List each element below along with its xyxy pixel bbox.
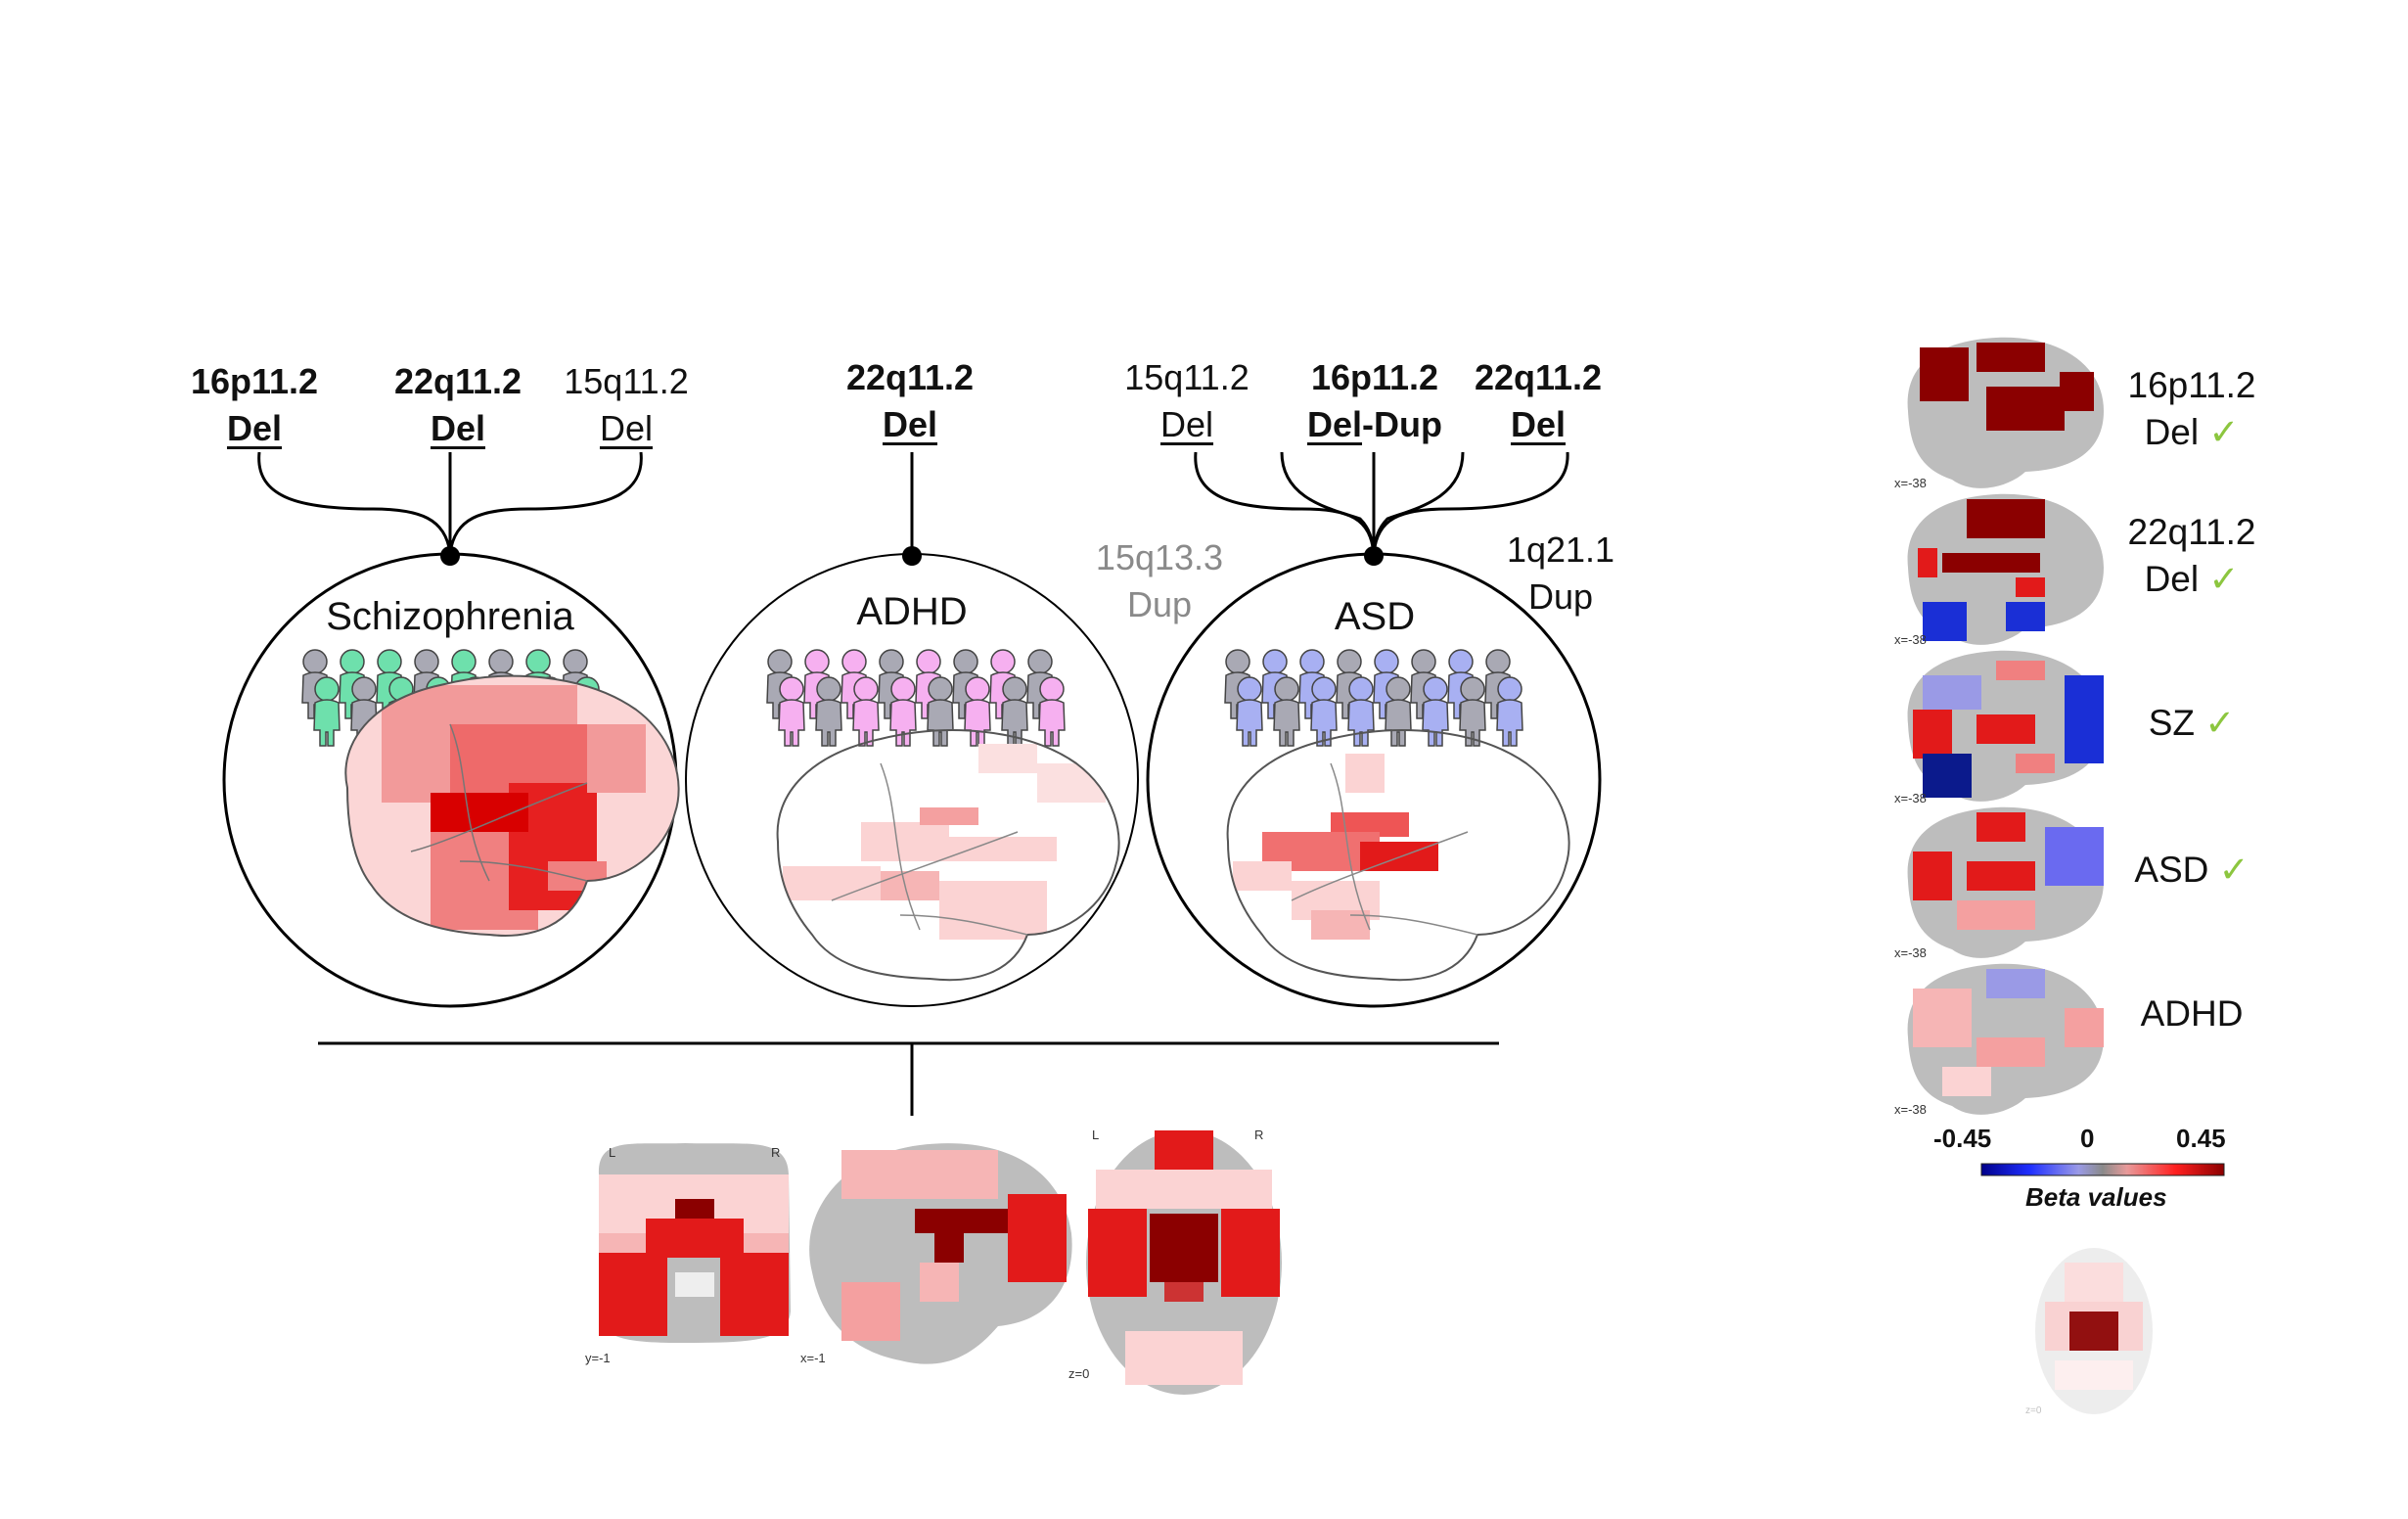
side-row-5-line1: ADHD xyxy=(2140,993,2244,1034)
side-row-4-line1: ASD xyxy=(2134,850,2209,890)
colorbar-max: 0.45 xyxy=(2176,1124,2226,1153)
glass-brain-asd xyxy=(1226,729,1570,982)
asd-outside-grey-name: 15q13.3 xyxy=(1095,537,1224,577)
person-figure xyxy=(1459,676,1486,747)
side-row-1-label: 16p11.2 Del ✓ xyxy=(2104,362,2280,456)
person-figure xyxy=(927,676,954,747)
coronal-L-label: L xyxy=(609,1145,616,1160)
side-row-5-label: ADHD xyxy=(2104,990,2280,1037)
asd-outside-black-type: Dup xyxy=(1527,576,1594,617)
person-figure xyxy=(1385,676,1412,747)
person-figure xyxy=(778,676,805,747)
asd-outside-grey-type: Dup xyxy=(1126,584,1193,624)
asd-cnv-1-type: Del xyxy=(1159,404,1214,444)
asd-cnv-2-type: Del-Dup xyxy=(1296,407,1453,442)
axial-coord: z=0 xyxy=(1068,1366,1090,1381)
coronal-brain-map xyxy=(598,1143,791,1343)
person-figure xyxy=(815,676,842,747)
faded-axial-core xyxy=(2069,1312,2118,1351)
axial-brain-map xyxy=(1086,1130,1282,1395)
coronal-coord: y=-1 xyxy=(585,1351,611,1365)
sz-cnv-3-type: Del xyxy=(599,408,654,448)
sz-cnv-1-type: Del xyxy=(226,408,283,448)
sagittal-coord: x=-1 xyxy=(800,1351,826,1365)
side-row-1-check-icon: ✓ xyxy=(2208,412,2240,453)
axial-L-label: L xyxy=(1092,1128,1100,1142)
asd-title: ASD xyxy=(1334,595,1416,638)
asd-outside-black-name: 1q21.1 xyxy=(1506,529,1615,570)
colorbar-label: Beta values xyxy=(2025,1182,2167,1212)
asd-cnv-3-name: 22q11.2 xyxy=(1474,357,1603,397)
person-figure xyxy=(1496,676,1523,747)
side-map-asd xyxy=(1907,806,2104,958)
person-figure xyxy=(964,676,991,747)
side-map-adhd xyxy=(1907,963,2104,1115)
side-row-2-label: 22q11.2 Del ✓ xyxy=(2104,509,2280,603)
side-row-1-line2: Del xyxy=(2144,412,2200,453)
person-figure xyxy=(1347,676,1375,747)
side-row-4-label: ASD ✓ xyxy=(2104,847,2280,894)
person-figure xyxy=(1236,676,1263,747)
coronal-R-label: R xyxy=(771,1145,781,1160)
side-row-5-coord: x=-38 xyxy=(1894,1102,1927,1117)
junction-dot-adhd xyxy=(902,546,922,566)
asd-circle xyxy=(1146,552,1602,1008)
adhd-cnv-1-type: Del xyxy=(882,404,938,444)
sagittal-brain-map xyxy=(809,1143,1072,1364)
side-row-2-check-icon: ✓ xyxy=(2208,559,2240,600)
side-row-3-coord: x=-38 xyxy=(1894,791,1927,806)
side-row-2-coord: x=-38 xyxy=(1894,632,1927,647)
side-row-2-line2-wrap: Del ✓ xyxy=(2104,556,2280,603)
sz-cnv-2-type: Del xyxy=(430,408,486,448)
side-row-1-coord: x=-38 xyxy=(1894,476,1927,490)
colorbar-min: -0.45 xyxy=(1933,1124,1992,1153)
colorbar xyxy=(1980,1163,2225,1176)
faded-axial-coord: z=0 xyxy=(2025,1405,2042,1416)
side-map-22q11-del xyxy=(1907,493,2104,645)
asd-cnv-2-type-b: Dup xyxy=(1374,404,1442,444)
side-row-4-check-icon: ✓ xyxy=(2218,850,2249,890)
colorbar-mid: 0 xyxy=(2080,1124,2095,1153)
asd-cnv-1-name: 15q11.2 xyxy=(1124,357,1249,397)
side-row-1-line2-wrap: Del ✓ xyxy=(2104,409,2280,456)
side-row-3-line1: SZ xyxy=(2148,703,2195,743)
asd-cnv-2-type-a: Del xyxy=(1306,404,1363,444)
side-row-3-check-icon: ✓ xyxy=(2204,703,2236,743)
side-row-3-label: SZ ✓ xyxy=(2104,700,2280,747)
side-row-2-line1: 22q11.2 xyxy=(2127,512,2256,552)
asd-cnv-2-name: 16p11.2 xyxy=(1310,357,1439,397)
junction-dot-asd xyxy=(1364,546,1384,566)
asd-cnv-2-type-sep: - xyxy=(1362,404,1375,444)
person-figure xyxy=(313,676,341,747)
axial-R-label: R xyxy=(1254,1128,1264,1142)
glass-brain-schizophrenia xyxy=(344,674,680,937)
glass-brain-adhd xyxy=(776,729,1120,982)
people-group-adhd xyxy=(766,649,1066,747)
adhd-circle xyxy=(685,553,1139,1007)
asd-cnv-3-type: Del xyxy=(1510,404,1567,444)
adhd-cnv-1-name: 22q11.2 xyxy=(845,357,975,397)
side-map-sz xyxy=(1907,650,2104,802)
sz-cnv-2-name: 22q11.2 xyxy=(393,361,522,401)
person-figure xyxy=(852,676,880,747)
side-row-4-coord: x=-38 xyxy=(1894,945,1927,960)
sz-cnv-1-name: 16p11.2 xyxy=(190,361,319,401)
sz-cnv-3-name: 15q11.2 xyxy=(564,361,689,401)
person-figure xyxy=(1038,676,1066,747)
side-map-16p11-del xyxy=(1907,337,2104,488)
junction-dot-sz xyxy=(440,546,460,566)
schizophrenia-title: Schizophrenia xyxy=(326,595,574,638)
person-figure xyxy=(1273,676,1300,747)
person-figure xyxy=(1310,676,1338,747)
side-row-1-line1: 16p11.2 xyxy=(2127,365,2256,405)
adhd-title: ADHD xyxy=(856,590,968,633)
cnv-connectors xyxy=(257,451,1569,1116)
person-figure xyxy=(1422,676,1449,747)
side-row-2-line2: Del xyxy=(2144,559,2200,600)
